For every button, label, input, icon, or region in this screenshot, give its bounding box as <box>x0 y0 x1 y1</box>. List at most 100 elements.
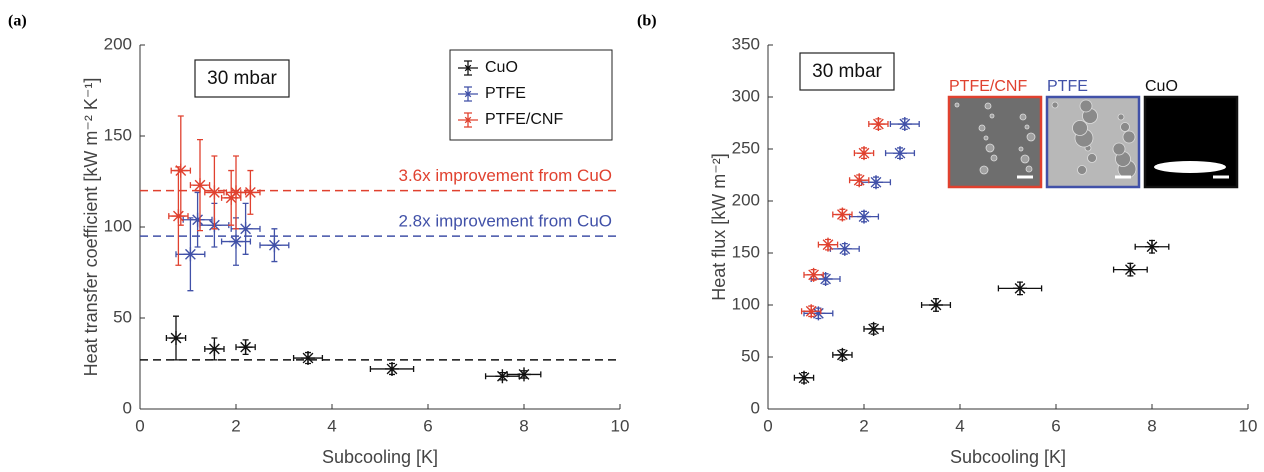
marker <box>811 306 826 321</box>
condition-box <box>194 59 290 98</box>
marker <box>301 351 315 366</box>
droplet <box>954 102 960 108</box>
droplet <box>1019 113 1027 121</box>
legend-symbol <box>458 112 478 128</box>
droplet <box>983 135 989 141</box>
x-tick-label: 0 <box>763 416 772 435</box>
marker <box>857 209 871 224</box>
marker <box>171 209 186 224</box>
marker <box>871 117 886 132</box>
legend-label: PTFE/CNF <box>485 111 563 128</box>
marker <box>229 185 243 200</box>
droplet <box>1117 113 1125 121</box>
marker <box>897 117 912 132</box>
y-tick-label: 150 <box>732 242 760 261</box>
droplet <box>1018 146 1024 152</box>
x-tick-label: 6 <box>1051 416 1060 435</box>
y-axis-label: Heat transfer coefficient [kW m⁻² K⁻¹] <box>81 78 101 377</box>
droplet <box>1079 99 1093 113</box>
x-tick-label: 0 <box>135 416 144 435</box>
marker <box>173 163 188 178</box>
droplet <box>1072 120 1088 136</box>
droplet <box>1154 161 1226 173</box>
legend-label: CuO <box>485 59 518 76</box>
legend-label: PTFE <box>485 85 526 102</box>
x-tick-label: 8 <box>1147 416 1156 435</box>
marker <box>1013 281 1027 296</box>
droplet <box>1024 124 1030 130</box>
marker <box>238 221 253 236</box>
droplet <box>989 113 995 119</box>
droplet <box>978 124 986 132</box>
marker <box>818 272 833 286</box>
condition-label: 30 mbar <box>207 68 277 89</box>
droplet <box>1122 130 1136 144</box>
marker <box>495 369 510 384</box>
panel-label: (b) <box>637 13 657 30</box>
y-tick-label: 200 <box>104 34 132 53</box>
x-tick-label: 8 <box>519 416 528 435</box>
droplet <box>1025 165 1033 173</box>
droplet <box>985 143 995 153</box>
marker <box>190 212 205 227</box>
droplet <box>979 165 989 175</box>
inset-image <box>1143 95 1239 189</box>
x-tick-label: 2 <box>859 416 868 435</box>
marker <box>243 185 258 200</box>
marker <box>835 347 850 362</box>
marker <box>169 331 183 346</box>
marker <box>857 146 871 161</box>
y-tick-label: 50 <box>741 346 760 365</box>
y-tick-label: 250 <box>732 138 760 157</box>
condition-label: 30 mbar <box>812 61 882 82</box>
marker <box>837 241 852 256</box>
droplet <box>984 102 992 110</box>
x-axis-label: Subcooling [K] <box>322 447 438 467</box>
reference-label: 3.6x improvement from CuO <box>398 166 612 185</box>
marker <box>804 304 819 319</box>
x-tick-label: 2 <box>231 416 240 435</box>
marker <box>229 234 243 249</box>
marker <box>1145 239 1159 254</box>
panel-label: (a) <box>8 13 27 30</box>
marker <box>238 340 253 355</box>
x-tick-label: 4 <box>955 416 964 435</box>
marker <box>866 321 881 336</box>
condition-box <box>799 52 895 91</box>
marker <box>207 341 222 356</box>
marker <box>835 207 850 222</box>
marker <box>1123 262 1138 277</box>
inset-label: PTFE/CNF <box>949 78 1027 95</box>
y-tick-label: 150 <box>104 125 132 144</box>
marker <box>852 173 867 188</box>
droplet <box>1020 154 1030 164</box>
marker <box>806 267 821 282</box>
y-tick-label: 200 <box>732 190 760 209</box>
y-tick-label: 350 <box>732 34 760 53</box>
legend-symbol <box>458 60 478 76</box>
droplet <box>1120 122 1130 132</box>
marker <box>797 370 811 385</box>
droplet <box>1026 132 1036 142</box>
marker <box>929 298 943 312</box>
reference-label: 2.8x improvement from CuO <box>398 212 612 231</box>
marker <box>385 361 399 376</box>
y-tick-label: 0 <box>751 398 760 417</box>
x-tick-label: 10 <box>611 416 630 435</box>
y-tick-label: 300 <box>732 86 760 105</box>
y-tick-label: 0 <box>123 398 132 417</box>
marker <box>893 146 907 161</box>
marker <box>821 237 835 252</box>
y-tick-label: 100 <box>104 216 132 235</box>
x-axis-label: Subcooling [K] <box>950 447 1066 467</box>
marker <box>267 238 282 253</box>
marker <box>517 367 531 382</box>
marker <box>869 175 883 190</box>
droplet <box>1087 153 1097 163</box>
marker <box>224 190 239 205</box>
droplet <box>1112 142 1126 156</box>
inset-image <box>947 95 1043 189</box>
y-tick-label: 100 <box>732 294 760 313</box>
x-tick-label: 10 <box>1239 416 1258 435</box>
